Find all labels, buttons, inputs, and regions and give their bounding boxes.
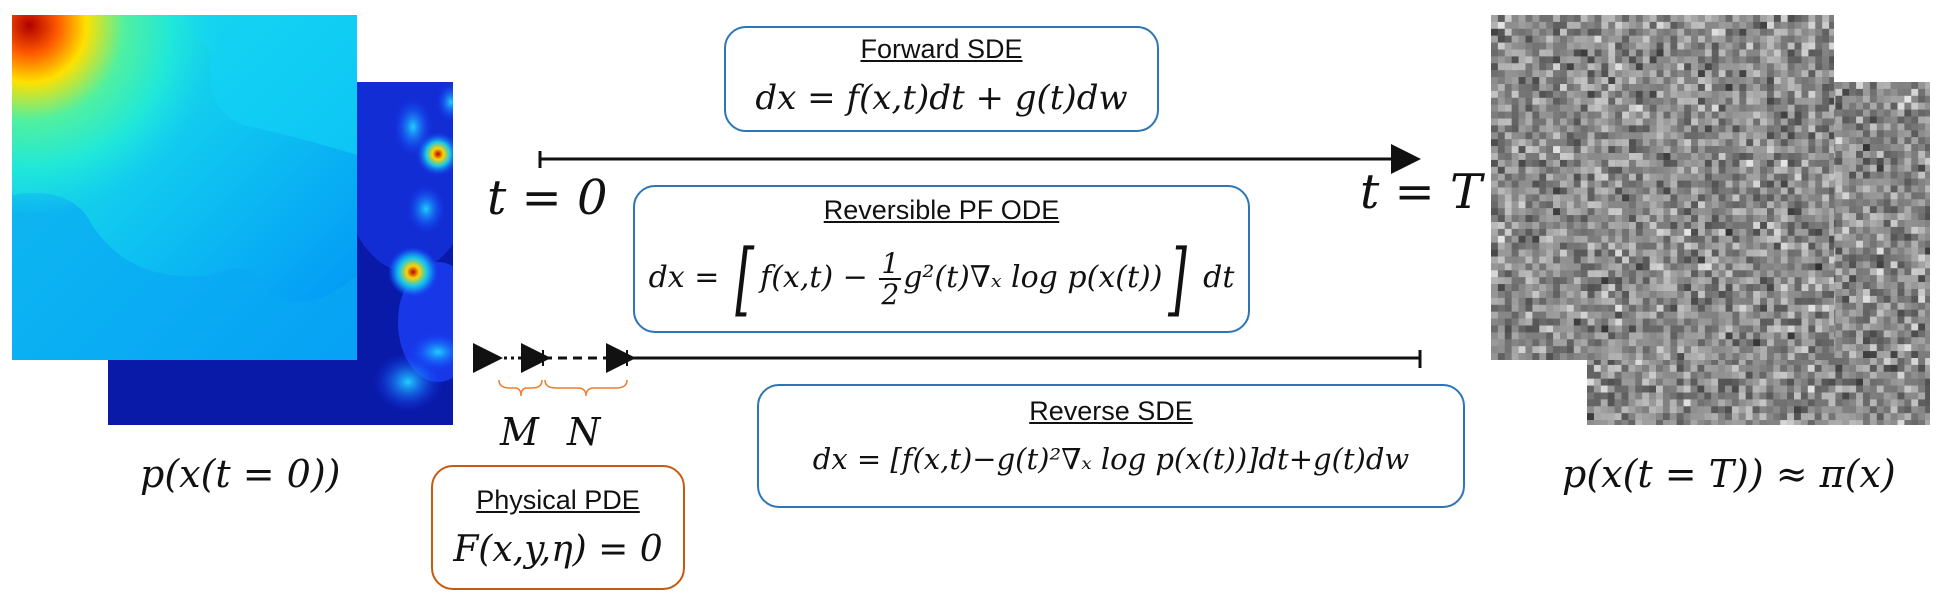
time-end-label: t = T: [1360, 164, 1483, 220]
pf-ode-equation: dx = [f(x,t) − 1 2 g²(t)∇ₓ log p(x(t))] dt: [635, 233, 1248, 323]
reverse-sde-title: Reverse SDE: [1029, 396, 1193, 426]
pf-ode-prefix: dx =: [648, 260, 729, 295]
physical-pde-equation: F(x,y,η) = 0: [453, 529, 663, 570]
forward-sde-title: Forward SDE: [860, 34, 1023, 64]
n-brace: [544, 379, 628, 397]
forward-sde-box: Forward SDE dx = f(x,t)dt + g(t)dw: [724, 26, 1159, 132]
right-bracket: ]: [1168, 232, 1188, 325]
pf-ode-right: g²(t)∇ₓ log p(x(t)): [903, 260, 1163, 295]
right-caption: p(x(t = T)) ≈ π(x): [1562, 452, 1896, 496]
pf-ode-title: Reversible PF ODE: [823, 195, 1060, 225]
reverse-sde-box: Reverse SDE dx = [f(x,t)−g(t)²∇ₓ log p(x…: [757, 384, 1465, 508]
pf-ode-box: Reversible PF ODE dx = [f(x,t) − 1 2 g²(t)…: [633, 185, 1250, 333]
physical-pde-box: Physical PDE F(x,y,η) = 0: [431, 465, 685, 590]
pf-ode-suffix: dt: [1193, 260, 1235, 295]
left-image-front: [12, 15, 357, 360]
left-bracket: [: [735, 232, 754, 325]
time-start-label: t = 0: [487, 170, 608, 226]
left-caption: p(x(t = 0)): [140, 452, 341, 496]
fraction-denominator: 2: [881, 278, 900, 311]
forward-sde-equation: dx = f(x,t)dt + g(t)dw: [755, 78, 1128, 118]
m-brace: [498, 379, 543, 397]
physical-pde-title: Physical PDE: [476, 485, 640, 515]
right-image-front: [1491, 15, 1834, 360]
fraction-numerator: 1: [879, 246, 902, 280]
m-label: M: [500, 410, 539, 454]
pf-ode-left: f(x,t) −: [760, 260, 878, 295]
reverse-sde-equation: dx = [f(x,t)−g(t)²∇ₓ log p(x(t))]dt+g(t)…: [812, 442, 1410, 476]
n-label: N: [567, 410, 601, 454]
